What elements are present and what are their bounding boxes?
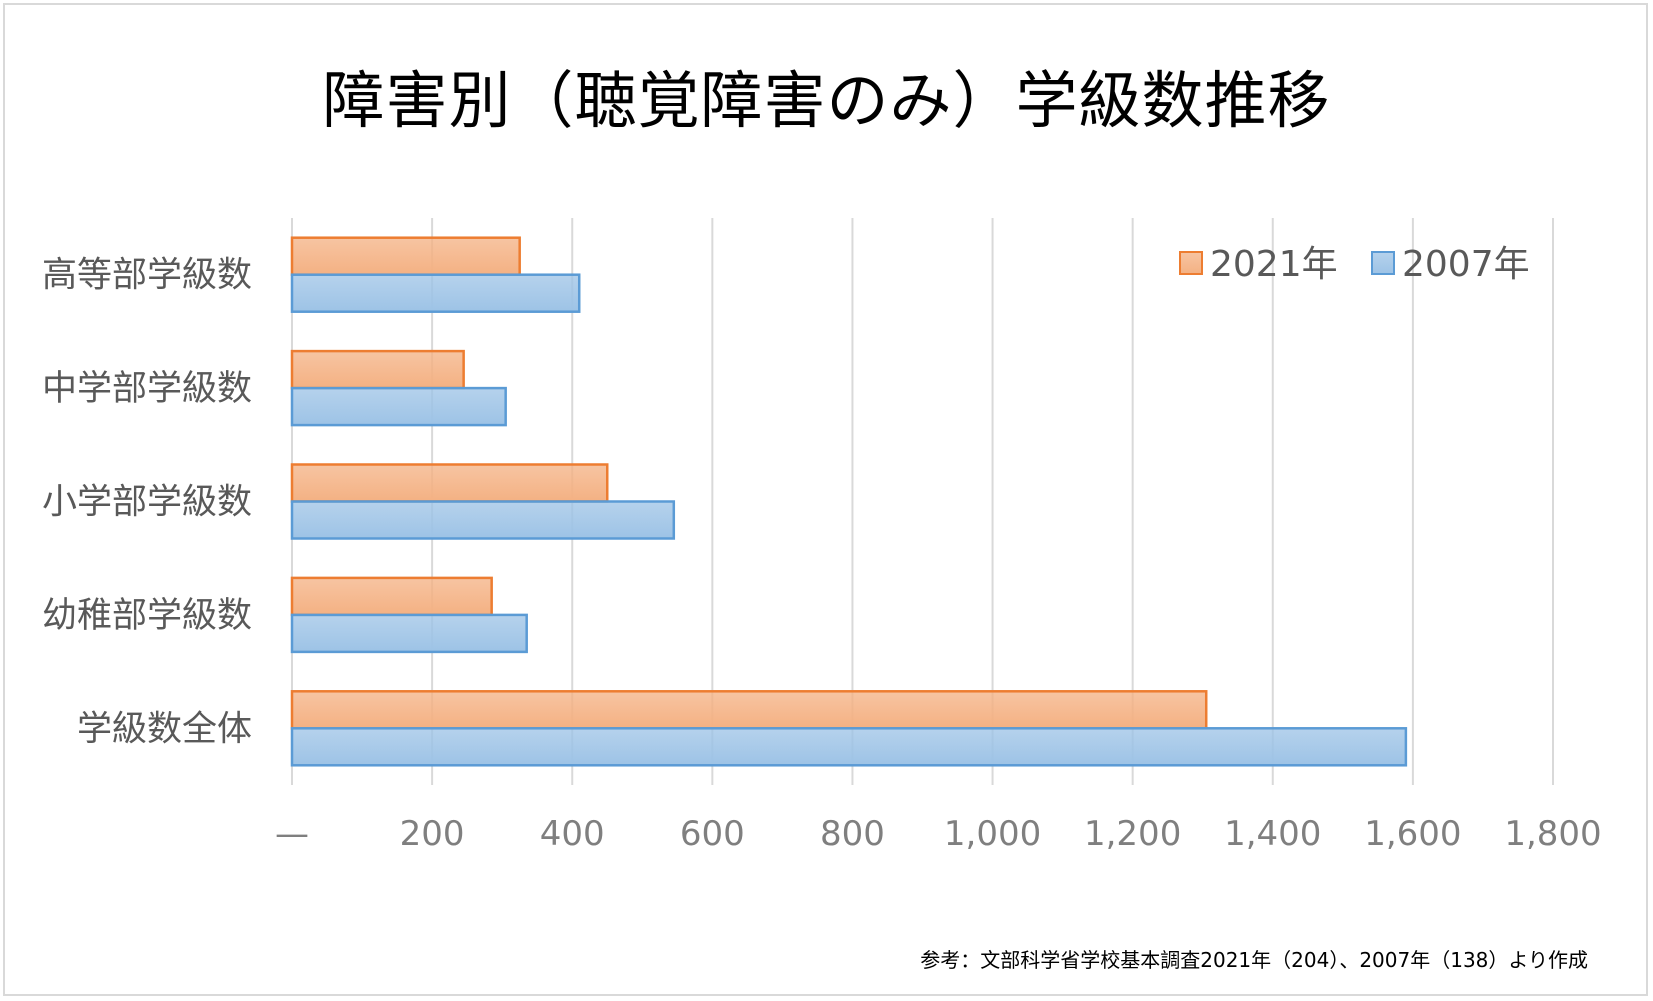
x-tick-label: 1,400 xyxy=(1224,814,1321,854)
category-label: 幼稚部学級数 xyxy=(42,596,252,636)
x-tick-label: 1,200 xyxy=(1084,814,1181,854)
source-note: 参考：文部科学省学校基本調査2021年（204）、2007年（138）より作成 xyxy=(920,948,1588,972)
x-tick-label: 400 xyxy=(540,814,605,854)
bar xyxy=(290,727,1408,767)
legend-label: 2007年 xyxy=(1402,244,1530,285)
x-tick-label: 1,600 xyxy=(1364,814,1461,854)
x-tick-label: 600 xyxy=(680,814,745,854)
bar xyxy=(290,349,465,390)
category-label: 中学部学級数 xyxy=(42,369,252,409)
legend-label: 2021年 xyxy=(1210,244,1338,285)
bar xyxy=(290,613,528,654)
x-tick-label: 1,000 xyxy=(944,814,1041,854)
category-label: 学級数全体 xyxy=(77,709,252,749)
category-label: 小学部学級数 xyxy=(42,483,252,523)
x-tick-label: 800 xyxy=(820,814,885,854)
legend-swatch xyxy=(1179,251,1203,275)
x-tick-label: 200 xyxy=(400,814,465,854)
chart-frame xyxy=(3,3,1648,996)
legend-swatch xyxy=(1371,251,1395,275)
x-tick-label: — xyxy=(275,814,309,854)
bar xyxy=(290,386,507,427)
bar xyxy=(290,576,493,617)
category-label: 高等部学級数 xyxy=(42,256,252,296)
bar xyxy=(290,690,1208,730)
bar xyxy=(290,463,609,503)
x-tick-label: 1,800 xyxy=(1504,814,1601,854)
bar xyxy=(290,500,676,540)
bar xyxy=(290,273,581,313)
chart-title: 障害別（聴覚障害のみ）学級数推移 xyxy=(322,64,1331,137)
bar xyxy=(290,236,521,276)
